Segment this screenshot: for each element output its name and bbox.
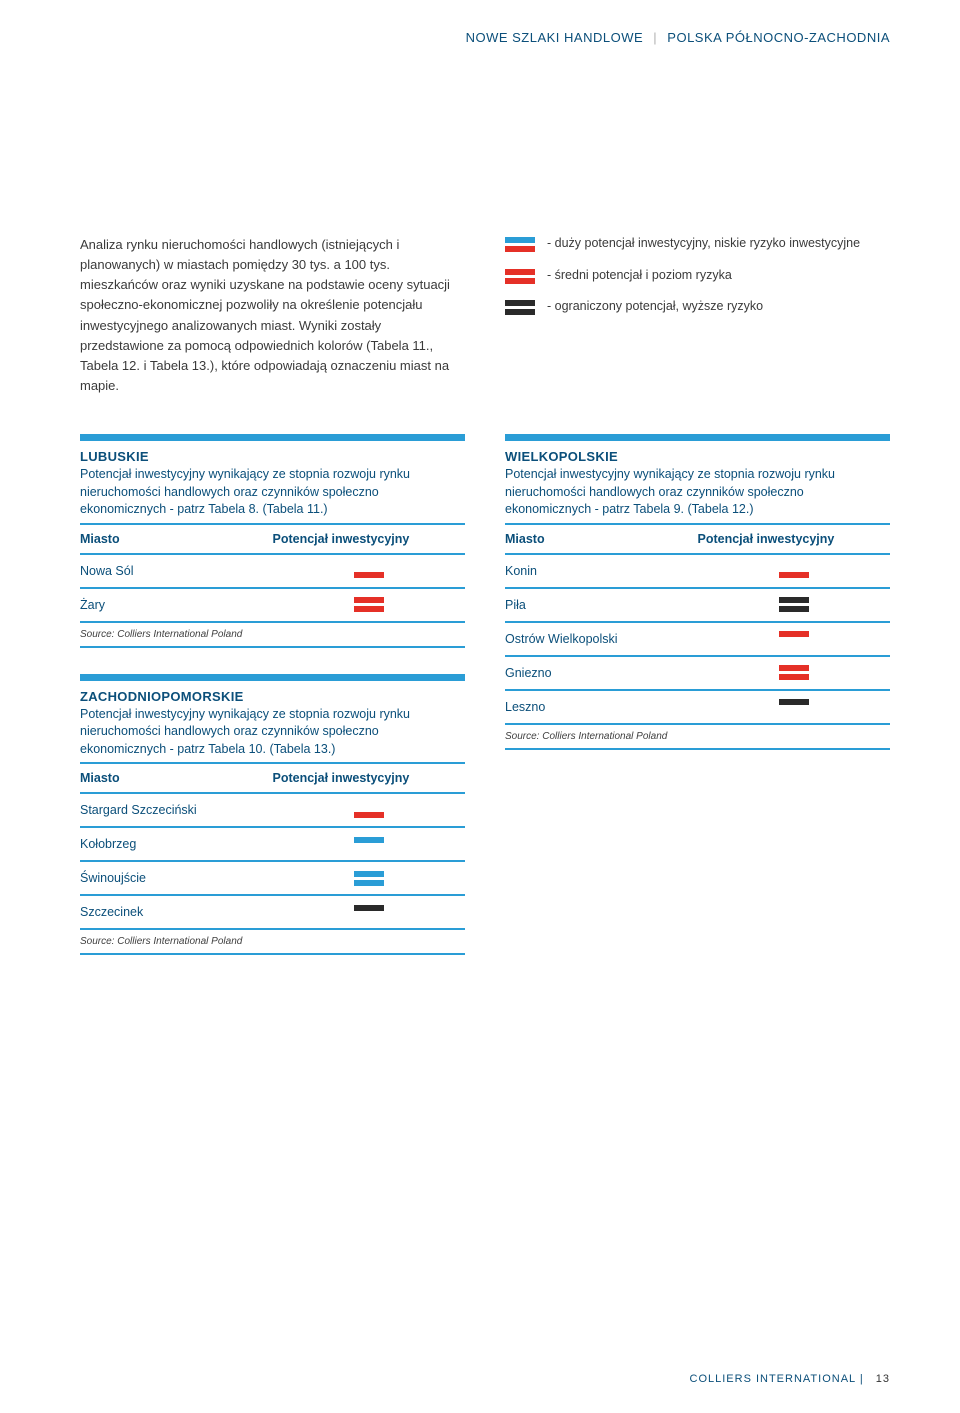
table-lubuskie: LUBUSKIE Potencjał inwestycyjny wynikając… — [80, 434, 465, 648]
legend-icon — [505, 237, 535, 252]
city-name: Ostrów Wielkopolski — [505, 631, 698, 647]
table-row: Konin — [505, 555, 890, 589]
legend-item: - ograniczony potencjał, wyższe ryzyko — [505, 298, 890, 316]
table-title: ZACHODNIOPOMORSKIE — [80, 689, 465, 704]
city-name: Leszno — [505, 699, 698, 715]
legend-icon — [505, 300, 535, 315]
table-row: Szczecinek — [80, 896, 465, 930]
legend-label: - duży potencjał inwestycyjny, niskie ry… — [547, 235, 860, 253]
table-header-potential: Potencjał inwestycyjny — [273, 771, 466, 785]
table-source: Source: Colliers International Poland — [80, 629, 465, 648]
table-header-potential: Potencjał inwestycyjny — [273, 532, 466, 546]
footer-page-number: 13 — [876, 1373, 890, 1385]
city-name: Konin — [505, 563, 698, 579]
table-row: Stargard Szczeciński — [80, 794, 465, 828]
potential-cell — [273, 597, 466, 612]
table-description: Potencjał inwestycyjny wynikający ze sto… — [80, 466, 465, 519]
potential-cell — [698, 699, 891, 714]
city-name: Świnoujście — [80, 870, 273, 886]
risk-icon — [779, 597, 809, 612]
legend-label: - średni potencjał i poziom ryzyka — [547, 267, 732, 285]
legend-item: - średni potencjał i poziom ryzyka — [505, 267, 890, 285]
legend: - duży potencjał inwestycyjny, niskie ry… — [505, 235, 890, 316]
table-wielkopolskie: WIELKOPOLSKIE Potencjał inwestycyjny wyni… — [505, 434, 890, 750]
intro-paragraph: Analiza rynku nieruchomości handlowych (… — [80, 235, 465, 396]
risk-icon — [779, 563, 809, 578]
table-description: Potencjał inwestycyjny wynikający ze sto… — [80, 706, 465, 759]
table-zachodniopomorskie: ZACHODNIOPOMORSKIE Potencjał inwestycyjny… — [80, 674, 465, 956]
potential-cell — [273, 905, 466, 920]
table-header-city: Miasto — [505, 532, 698, 546]
city-name: Gniezno — [505, 665, 698, 681]
table-title: LUBUSKIE — [80, 449, 465, 464]
table-source: Source: Colliers International Poland — [505, 731, 890, 750]
table-header-row: MiastoPotencjał inwestycyjny — [505, 523, 890, 555]
table-row: Świnoujście — [80, 862, 465, 896]
risk-icon — [354, 837, 384, 852]
header-right: POLSKA PÓŁNOCNO-ZACHODNIA — [667, 30, 890, 45]
risk-icon — [354, 905, 384, 920]
table-row: Kołobrzeg — [80, 828, 465, 862]
risk-icon — [354, 597, 384, 612]
potential-cell — [698, 665, 891, 680]
risk-icon — [779, 699, 809, 714]
page-footer: COLLIERS INTERNATIONAL | 13 — [690, 1373, 891, 1385]
risk-icon — [354, 803, 384, 818]
table-row: Nowa Sól — [80, 555, 465, 589]
city-name: Piła — [505, 597, 698, 613]
risk-icon — [779, 631, 809, 646]
table-row: Leszno — [505, 691, 890, 725]
table-description: Potencjał inwestycyjny wynikający ze sto… — [505, 466, 890, 519]
table-row: Żary — [80, 589, 465, 623]
city-name: Stargard Szczeciński — [80, 802, 273, 818]
table-title: WIELKOPOLSKIE — [505, 449, 890, 464]
header-left: NOWE SZLAKI HANDLOWE — [466, 30, 644, 45]
risk-icon — [779, 665, 809, 680]
header-separator: | — [653, 30, 657, 45]
table-source: Source: Colliers International Poland — [80, 936, 465, 955]
potential-cell — [698, 563, 891, 578]
legend-label: - ograniczony potencjał, wyższe ryzyko — [547, 298, 763, 316]
potential-cell — [273, 803, 466, 818]
potential-cell — [273, 837, 466, 852]
potential-cell — [698, 597, 891, 612]
table-header-city: Miasto — [80, 532, 273, 546]
legend-item: - duży potencjał inwestycyjny, niskie ry… — [505, 235, 890, 253]
footer-separator: | — [860, 1373, 864, 1385]
page-header: NOWE SZLAKI HANDLOWE | POLSKA PÓŁNOCNO-Z… — [80, 30, 890, 45]
potential-cell — [273, 563, 466, 578]
legend-icon — [505, 269, 535, 284]
city-name: Żary — [80, 597, 273, 613]
table-header-city: Miasto — [80, 771, 273, 785]
table-header-row: MiastoPotencjał inwestycyjny — [80, 762, 465, 794]
table-row: Ostrów Wielkopolski — [505, 623, 890, 657]
city-name: Kołobrzeg — [80, 836, 273, 852]
table-row: Piła — [505, 589, 890, 623]
risk-icon — [354, 563, 384, 578]
table-header-potential: Potencjał inwestycyjny — [698, 532, 891, 546]
footer-brand: COLLIERS INTERNATIONAL — [690, 1373, 856, 1385]
city-name: Nowa Sól — [80, 563, 273, 579]
potential-cell — [698, 631, 891, 646]
risk-icon — [354, 871, 384, 886]
city-name: Szczecinek — [80, 904, 273, 920]
table-header-row: MiastoPotencjał inwestycyjny — [80, 523, 465, 555]
table-row: Gniezno — [505, 657, 890, 691]
potential-cell — [273, 871, 466, 886]
